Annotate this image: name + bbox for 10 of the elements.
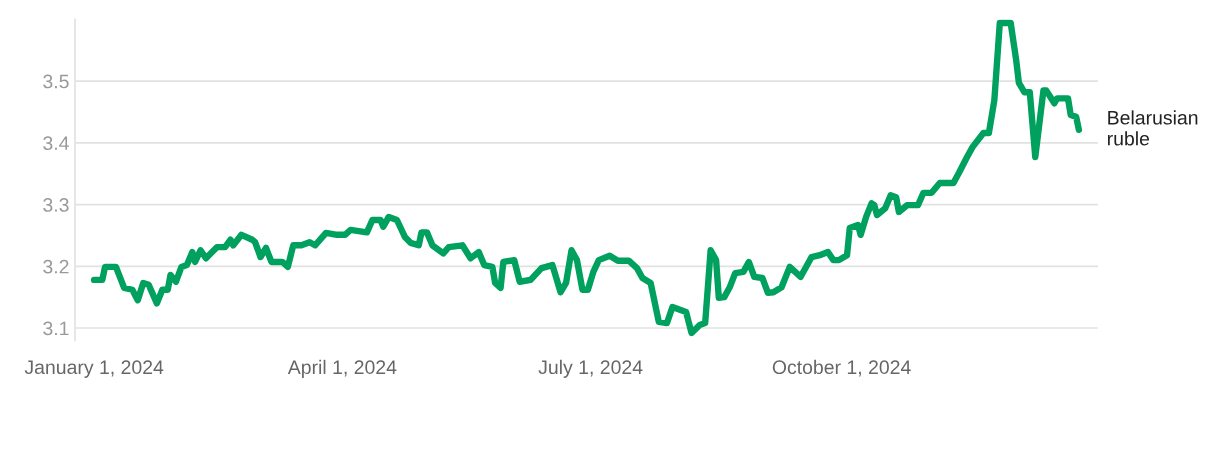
y-tick-label: 3.5: [43, 74, 69, 89]
y-tick-label: 3.3: [43, 198, 69, 212]
x-tick-label: April 1, 2024: [287, 359, 397, 378]
y-tick-label: 3.4: [43, 136, 69, 151]
y-tick-label: 3.2: [43, 259, 69, 274]
x-tick-label: January 1, 2024: [24, 360, 164, 378]
x-tick-label: July 1, 2024: [538, 359, 643, 378]
series-label: Belarusian ruble: [1107, 110, 1198, 146]
y-tick-label: 3.1: [43, 321, 69, 336]
x-tick-label: October 1, 2024: [772, 359, 911, 377]
